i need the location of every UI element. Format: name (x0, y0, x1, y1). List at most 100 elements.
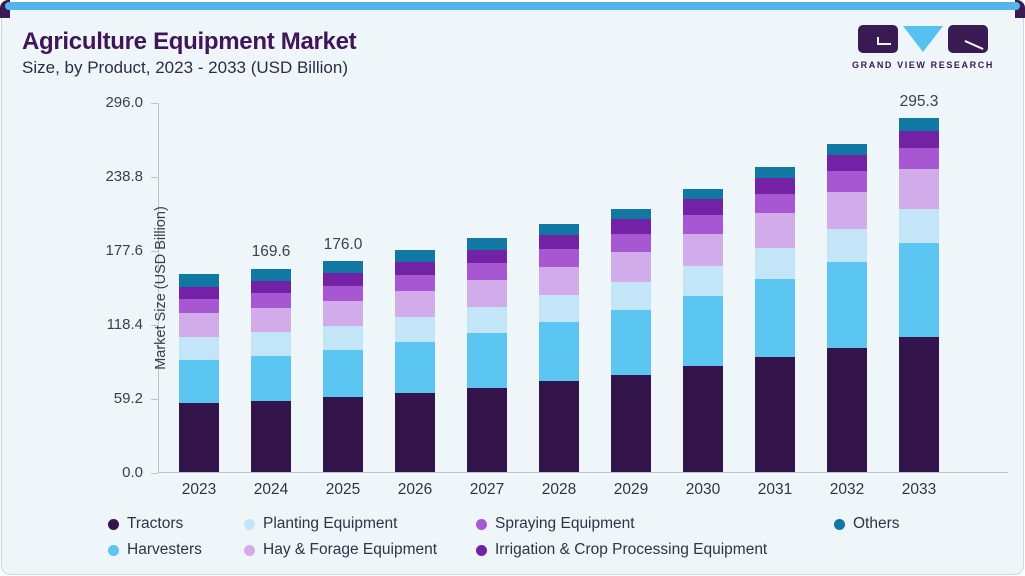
bar-segment-harvesters[interactable] (323, 349, 363, 398)
bar-segment-planting-equipment[interactable] (611, 282, 651, 311)
bar-segment-harvesters[interactable] (467, 333, 507, 388)
bar-segment-tractors[interactable] (683, 366, 723, 472)
bar-segment-tractors[interactable] (899, 337, 939, 472)
legend-label: Spraying Equipment (495, 515, 635, 532)
bar-segment-hay-forage-equipment[interactable] (395, 290, 435, 317)
bar-2028[interactable] (539, 224, 579, 472)
bar-2023[interactable] (179, 273, 219, 472)
bar-2030[interactable] (683, 188, 723, 472)
bar-segment-others[interactable] (467, 238, 507, 250)
bar-segment-hay-forage-equipment[interactable] (467, 280, 507, 308)
bar-segment-others[interactable] (683, 188, 723, 200)
bar-segment-planting-equipment[interactable] (899, 208, 939, 244)
bar-2029[interactable] (611, 208, 651, 472)
bar-segment-others[interactable] (899, 117, 939, 131)
bar-segment-harvesters[interactable] (827, 262, 867, 348)
bar-segment-tractors[interactable] (539, 381, 579, 472)
bar-segment-hay-forage-equipment[interactable] (755, 213, 795, 248)
bar-segment-spraying-equipment[interactable] (611, 233, 651, 253)
bar-2025[interactable] (323, 260, 363, 472)
bar-segment-spraying-equipment[interactable] (539, 249, 579, 268)
bar-segment-spraying-equipment[interactable] (827, 171, 867, 192)
bar-segment-tractors[interactable] (395, 392, 435, 472)
bar-segment-spraying-equipment[interactable] (251, 293, 291, 308)
bar-segment-hay-forage-equipment[interactable] (827, 191, 867, 230)
bar-segment-irrigation-crop-processing-equipment[interactable] (683, 199, 723, 215)
bar-segment-hay-forage-equipment[interactable] (251, 307, 291, 333)
bar-segment-tractors[interactable] (251, 400, 291, 472)
bar-segment-spraying-equipment[interactable] (395, 274, 435, 291)
bar-segment-others[interactable] (539, 224, 579, 236)
y-axis-tick-label: 0.0 (122, 464, 143, 481)
bar-segment-others[interactable] (611, 208, 651, 220)
bar-segment-tractors[interactable] (467, 387, 507, 472)
bar-segment-harvesters[interactable] (683, 295, 723, 367)
bar-segment-irrigation-crop-processing-equipment[interactable] (827, 155, 867, 172)
bar-segment-spraying-equipment[interactable] (323, 285, 363, 301)
bar-segment-planting-equipment[interactable] (539, 295, 579, 323)
bar-segment-harvesters[interactable] (395, 341, 435, 393)
bar-segment-hay-forage-equipment[interactable] (539, 267, 579, 296)
bar-segment-others[interactable] (395, 249, 435, 262)
bar-segment-planting-equipment[interactable] (827, 229, 867, 263)
bar-segment-planting-equipment[interactable] (179, 336, 219, 360)
bar-2032[interactable] (827, 143, 867, 472)
bar-segment-hay-forage-equipment[interactable] (683, 233, 723, 266)
bar-segment-planting-equipment[interactable] (395, 316, 435, 342)
bar-segment-planting-equipment[interactable] (683, 265, 723, 296)
bar-segment-irrigation-crop-processing-equipment[interactable] (251, 280, 291, 294)
legend-item-planting-equipment[interactable]: Planting Equipment (244, 515, 476, 533)
bar-segment-spraying-equipment[interactable] (899, 147, 939, 169)
bar-segment-irrigation-crop-processing-equipment[interactable] (539, 235, 579, 250)
legend-item-irrigation-crop-processing-equipment[interactable]: Irrigation & Crop Processing Equipment (476, 541, 767, 559)
legend-item-harvesters[interactable]: Harvesters (108, 541, 244, 559)
chart-legend: Tractors Planting Equipment Spraying Equip… (108, 511, 1008, 563)
bar-2031[interactable] (755, 166, 795, 472)
bar-segment-others[interactable] (179, 273, 219, 287)
logo-v-icon (903, 26, 943, 52)
bar-segment-spraying-equipment[interactable] (683, 214, 723, 234)
bar-segment-hay-forage-equipment[interactable] (899, 168, 939, 209)
bar-2026[interactable] (395, 249, 435, 472)
bar-segment-others[interactable] (251, 268, 291, 281)
bar-segment-hay-forage-equipment[interactable] (611, 252, 651, 283)
bar-segment-spraying-equipment[interactable] (467, 263, 507, 281)
bar-segment-spraying-equipment[interactable] (755, 193, 795, 214)
bar-segment-tractors[interactable] (611, 374, 651, 472)
bar-segment-irrigation-crop-processing-equipment[interactable] (323, 272, 363, 286)
bar-segment-tractors[interactable] (323, 397, 363, 472)
bar-2024[interactable] (251, 268, 291, 472)
bar-segment-irrigation-crop-processing-equipment[interactable] (395, 261, 435, 275)
bar-segment-planting-equipment[interactable] (467, 307, 507, 334)
bar-segment-irrigation-crop-processing-equipment[interactable] (467, 249, 507, 264)
bar-segment-planting-equipment[interactable] (323, 325, 363, 350)
bar-segment-harvesters[interactable] (539, 322, 579, 382)
legend-item-spraying-equipment[interactable]: Spraying Equipment (476, 515, 834, 533)
bar-2033[interactable] (899, 117, 939, 472)
bar-segment-irrigation-crop-processing-equipment[interactable] (611, 219, 651, 234)
bar-segment-irrigation-crop-processing-equipment[interactable] (755, 177, 795, 194)
bar-segment-others[interactable] (755, 166, 795, 178)
bar-segment-irrigation-crop-processing-equipment[interactable] (179, 286, 219, 299)
bar-segment-harvesters[interactable] (179, 359, 219, 403)
bar-segment-tractors[interactable] (755, 357, 795, 472)
legend-dot-icon (834, 518, 845, 530)
bar-segment-harvesters[interactable] (899, 243, 939, 338)
bar-segment-harvesters[interactable] (251, 355, 291, 401)
bar-segment-hay-forage-equipment[interactable] (323, 300, 363, 326)
bar-segment-hay-forage-equipment[interactable] (179, 312, 219, 337)
bar-segment-irrigation-crop-processing-equipment[interactable] (899, 130, 939, 148)
legend-item-tractors[interactable]: Tractors (108, 515, 244, 533)
bar-segment-spraying-equipment[interactable] (179, 298, 219, 313)
legend-item-others[interactable]: Others (834, 515, 900, 533)
bar-segment-harvesters[interactable] (755, 279, 795, 358)
bar-segment-others[interactable] (323, 260, 363, 273)
bar-segment-tractors[interactable] (179, 402, 219, 472)
legend-item-hay-forage-equipment[interactable]: Hay & Forage Equipment (244, 541, 476, 559)
bar-segment-planting-equipment[interactable] (251, 332, 291, 356)
bar-segment-others[interactable] (827, 143, 867, 156)
bar-segment-tractors[interactable] (827, 347, 867, 472)
bar-segment-planting-equipment[interactable] (755, 247, 795, 280)
bar-2027[interactable] (467, 238, 507, 472)
bar-segment-harvesters[interactable] (611, 310, 651, 375)
